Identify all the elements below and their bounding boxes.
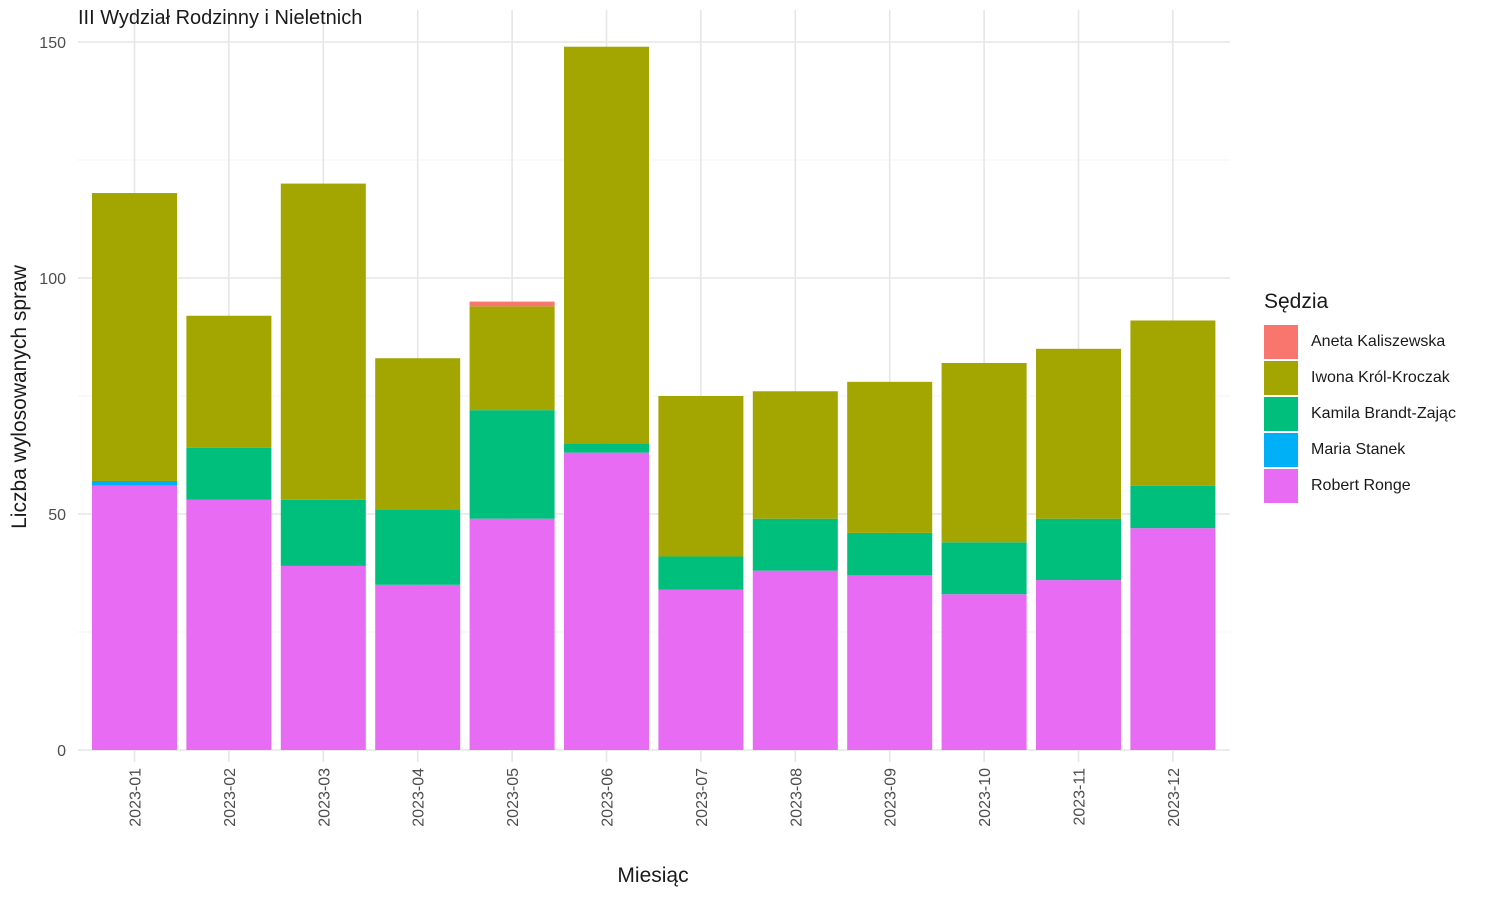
legend-item: Kamila Brandt-Zając [1264,396,1456,432]
x-tick-label: 2023-10 [977,768,994,827]
legend-title: Sędzia [1264,290,1329,313]
bar-segment-kamila-brandt-zając-2023-06 [564,443,649,453]
bar-segment-robert-ronge-2023-05 [469,518,555,750]
x-axis-ticks: 2023-01 2023-02 2023-03 2023-04 2023-05 2023-… [128,768,1183,827]
bar-stacks [92,46,1216,750]
x-tick-label: 2023-05 [505,768,522,827]
bar-segment-kamila-brandt-zając-2023-10 [941,542,1027,595]
legend-swatch [1264,361,1298,395]
x-tick-label: 2023-04 [411,768,428,827]
bar-segment-iwona-król-kroczak-2023-08 [752,391,838,519]
legend-item: Iwona Król-Kroczak [1264,360,1456,396]
y-tick-label: 100 [39,271,66,288]
bar-segment-robert-ronge-2023-02 [186,499,272,750]
legend-swatch [1264,325,1298,359]
legend-items: Aneta Kaliszewska Iwona Król-Kroczak Kamil… [1264,324,1456,504]
bar-segment-robert-ronge-2023-04 [375,584,461,750]
bar-segment-robert-ronge-2023-08 [752,570,838,750]
legend-swatch [1264,397,1298,431]
bar-segment-robert-ronge-2023-07 [658,589,744,750]
x-tick-label: 2023-01 [128,768,145,827]
legend-item: Maria Stanek [1264,432,1456,468]
legend: Sędzia Aneta Kaliszewska Iwona Król-Krocz… [1264,290,1456,504]
bar-segment-aneta-kaliszewska-2023-05 [469,301,555,307]
bar-segment-iwona-król-kroczak-2023-12 [1130,320,1216,486]
bar-segment-iwona-król-kroczak-2023-05 [469,306,555,411]
x-tick-label: 2023-07 [694,768,711,827]
legend-swatch [1264,469,1298,503]
y-axis-ticks: 0 50 100 150 [39,35,66,760]
bar-segment-robert-ronge-2023-03 [280,565,366,750]
bar-segment-iwona-król-kroczak-2023-09 [847,381,933,533]
bar-segment-kamila-brandt-zając-2023-11 [1036,518,1121,581]
bar-segment-robert-ronge-2023-06 [564,452,649,750]
x-tick-label: 2023-02 [222,768,239,827]
bar-segment-iwona-król-kroczak-2023-06 [564,46,649,444]
y-tick-label: 0 [57,743,66,760]
bar-segment-maria-stanek-2023-01 [92,480,177,486]
bar-segment-iwona-król-kroczak-2023-01 [92,193,177,481]
x-tick-label: 2023-11 [1072,768,1089,826]
x-tick-label: 2023-08 [788,768,805,827]
x-tick-label: 2023-12 [1166,768,1183,827]
bar-segment-robert-ronge-2023-11 [1036,580,1121,750]
legend-label: Kamila Brandt-Zając [1311,405,1456,422]
bar-segment-kamila-brandt-zając-2023-04 [375,509,461,585]
bar-segment-iwona-król-kroczak-2023-11 [1036,348,1121,519]
bar-segment-iwona-król-kroczak-2023-03 [280,183,366,500]
bar-segment-iwona-król-kroczak-2023-04 [375,358,461,510]
y-tick-label: 150 [39,35,66,52]
legend-label: Robert Ronge [1311,477,1411,494]
legend-item: Aneta Kaliszewska [1264,324,1456,360]
bar-segment-kamila-brandt-zając-2023-12 [1130,485,1216,529]
legend-item: Robert Ronge [1264,468,1456,504]
bar-segment-iwona-król-kroczak-2023-10 [941,362,1027,543]
legend-label: Aneta Kaliszewska [1311,333,1446,350]
bar-segment-robert-ronge-2023-09 [847,575,933,750]
y-axis-label: Liczba wylosowanych spraw [8,265,31,529]
x-axis-label: Miesiąc [617,864,689,887]
legend-swatch [1264,433,1298,467]
bar-segment-robert-ronge-2023-10 [941,594,1027,750]
legend-label: Maria Stanek [1311,441,1406,458]
bar-segment-iwona-król-kroczak-2023-07 [658,396,744,557]
bar-segment-kamila-brandt-zając-2023-05 [469,410,555,519]
x-tick-label: 2023-06 [600,768,617,827]
bar-segment-kamila-brandt-zając-2023-03 [280,499,366,566]
bar-segment-robert-ronge-2023-12 [1130,528,1216,750]
bar-segment-kamila-brandt-zając-2023-09 [847,532,933,576]
x-tick-label: 2023-03 [316,768,333,827]
bar-segment-robert-ronge-2023-01 [92,485,177,750]
chart-title: III Wydział Rodzinny i Nieletnich [78,7,363,29]
bar-segment-kamila-brandt-zając-2023-07 [658,556,744,590]
bar-segment-iwona-król-kroczak-2023-02 [186,315,272,448]
x-tick-label: 2023-09 [883,768,900,827]
bar-segment-kamila-brandt-zając-2023-02 [186,447,272,500]
legend-label: Iwona Król-Kroczak [1311,369,1450,386]
y-tick-label: 50 [48,507,66,524]
bar-segment-kamila-brandt-zając-2023-08 [752,518,838,571]
